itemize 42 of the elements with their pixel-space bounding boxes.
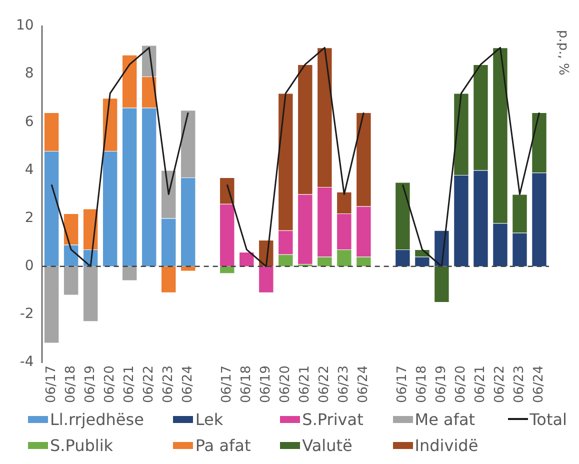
x-tick-label: 06/23 bbox=[512, 366, 528, 404]
y-tick-label: 10 bbox=[16, 18, 34, 34]
x-tick-label: 06/18 bbox=[239, 366, 254, 404]
y-tick-label: -4 bbox=[20, 354, 34, 370]
legend-label: Pa afat bbox=[195, 436, 251, 454]
y-tick-label: 6 bbox=[24, 114, 34, 130]
x-tick-label: 06/18 bbox=[63, 366, 78, 404]
x-tick-label: 06/22 bbox=[141, 366, 156, 404]
y-tick-label: 2 bbox=[24, 210, 34, 226]
legend-label: Total bbox=[530, 410, 567, 428]
x-tick-label: 06/19 bbox=[258, 366, 274, 404]
x-tick-label: 06/24 bbox=[356, 366, 372, 404]
x-tick-label: 06/20 bbox=[454, 366, 469, 404]
y-tick-label: -2 bbox=[20, 306, 34, 322]
legend-label: Lek bbox=[195, 410, 224, 428]
legend-label: Ll.rrjedhëse bbox=[50, 410, 144, 428]
legend-label: S.Publik bbox=[50, 436, 114, 454]
x-tick-label: 06/17 bbox=[220, 366, 235, 404]
x-tick-label: 06/18 bbox=[414, 366, 430, 404]
legend-label: Valutë bbox=[302, 436, 352, 454]
x-tick-label: 06/24 bbox=[532, 366, 547, 404]
x-tick-label: 06/21 bbox=[473, 366, 488, 404]
y-tick-label: 0 bbox=[24, 258, 34, 274]
y-tick-label: 8 bbox=[24, 66, 34, 82]
x-tick-label: 06/17 bbox=[44, 366, 59, 404]
x-tick-label: 06/23 bbox=[160, 366, 176, 404]
x-tick-label: 06/21 bbox=[298, 366, 313, 404]
x-tick-label: 06/17 bbox=[395, 366, 410, 404]
y-tick-label: 4 bbox=[24, 162, 34, 178]
legend-label: S.Privat bbox=[302, 410, 364, 428]
x-tick-label: 06/19 bbox=[82, 366, 98, 404]
x-tick-label: 06/19 bbox=[434, 366, 450, 404]
x-tick-label: 06/22 bbox=[317, 366, 332, 404]
y-axis-title: p.p., % bbox=[556, 30, 571, 76]
x-tick-label: 06/20 bbox=[102, 366, 118, 404]
x-tick-label: 06/24 bbox=[180, 366, 196, 404]
x-tick-label: 06/22 bbox=[492, 366, 508, 404]
x-tick-label: 06/20 bbox=[278, 366, 294, 404]
legend-label: Individë bbox=[414, 436, 478, 454]
legend-label: Me afat bbox=[414, 410, 476, 428]
x-tick-label: 06/23 bbox=[336, 366, 352, 404]
x-tick-label: 06/21 bbox=[122, 366, 137, 404]
